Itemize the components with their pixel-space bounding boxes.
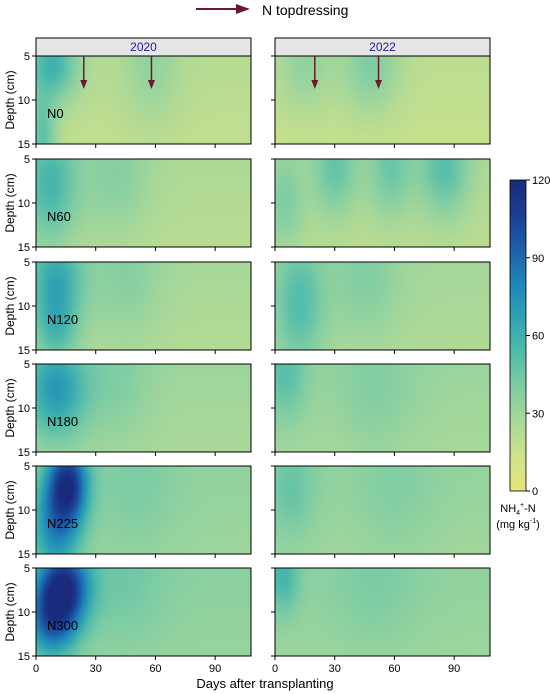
heatmap-2020-N300: [36, 568, 251, 656]
y-tick-label: 15: [18, 549, 30, 561]
x-tick-label: 30: [329, 663, 341, 675]
legend: N topdressing: [196, 2, 348, 18]
y-axis-label: Depth (cm): [3, 480, 17, 539]
y-tick-label: 5: [24, 154, 30, 166]
x-tick-label: 0: [33, 663, 39, 675]
heatmap-2020-N60: [36, 159, 251, 247]
topdressing-arrow-head: [80, 80, 88, 89]
colorbar-tick-label: 60: [532, 331, 544, 343]
y-axis-label: Depth (cm): [3, 173, 17, 232]
y-tick-label: 15: [18, 651, 30, 663]
y-axis-label: Depth (cm): [3, 582, 17, 641]
year-label-2022: 2022: [369, 40, 396, 54]
heatmap-2020-N225: [36, 466, 251, 554]
topdressing-arrow-head: [147, 80, 155, 89]
y-tick-label: 10: [18, 505, 30, 517]
year-label-2020: 2020: [130, 40, 157, 54]
colorbar-tick-label: 90: [532, 253, 544, 265]
y-tick-label: 15: [18, 242, 30, 254]
y-axis-label: Depth (cm): [3, 70, 17, 129]
y-tick-label: 5: [24, 51, 30, 63]
y-tick-label: 15: [18, 139, 30, 151]
treatment-label-N180: N180: [47, 414, 78, 429]
y-tick-label: 15: [18, 447, 30, 459]
colorbar-unit: (mg kg-1): [496, 518, 540, 531]
y-tick-label: 10: [18, 607, 30, 619]
y-tick-label: 5: [24, 563, 30, 575]
heatmap-2020-N180: [36, 364, 251, 452]
y-tick-label: 5: [24, 359, 30, 371]
y-tick-label: 5: [24, 461, 30, 473]
legend-label: N topdressing: [262, 2, 348, 18]
heatmap-2020-N120: [36, 262, 251, 350]
treatment-label-N300: N300: [47, 618, 78, 633]
y-tick-label: 10: [18, 198, 30, 210]
x-tick-label: 0: [272, 663, 278, 675]
y-tick-label: 15: [18, 345, 30, 357]
y-tick-label: 10: [18, 403, 30, 415]
x-axis-label: Days after transplanting: [196, 676, 333, 691]
colorbar-tick-label: 0: [532, 486, 538, 498]
x-tick-label: 60: [149, 663, 161, 675]
heatmap-2022-N300: [275, 568, 490, 656]
y-tick-label: 10: [18, 95, 30, 107]
colorbar-gradient: [509, 179, 527, 492]
y-tick-label: 10: [18, 301, 30, 313]
topdressing-arrow-head: [375, 80, 383, 89]
x-tick-label: 60: [388, 663, 400, 675]
heatmap-2022-N180: [275, 364, 490, 452]
heatmap-2022-N60: [275, 159, 490, 247]
heatmap-2020-N0: [36, 56, 251, 144]
y-axis-label: Depth (cm): [3, 378, 17, 437]
colorbar-title: NH4+-N: [500, 502, 536, 517]
heatmap-2022-N225: [275, 466, 490, 554]
y-tick-label: 5: [24, 257, 30, 269]
treatment-label-N225: N225: [47, 516, 78, 531]
x-tick-label: 90: [209, 663, 221, 675]
x-tick-label: 30: [90, 663, 102, 675]
x-tick-label: 90: [448, 663, 460, 675]
heatmap-2022-N120: [275, 262, 490, 350]
treatment-label-N60: N60: [47, 209, 71, 224]
colorbar: 120 90 60 30 0 NH4+-N(mg kg-1): [496, 175, 550, 531]
colorbar-tick-label: 30: [532, 408, 544, 420]
topdressing-arrow-head: [311, 80, 319, 89]
y-axis-label: Depth (cm): [3, 276, 17, 335]
heatmap-2022-N0: [275, 56, 490, 144]
colorbar-tick-label: 120: [532, 175, 550, 187]
legend-arrow-head: [236, 4, 250, 14]
treatment-label-N0: N0: [47, 106, 64, 121]
treatment-label-N120: N120: [47, 312, 78, 327]
